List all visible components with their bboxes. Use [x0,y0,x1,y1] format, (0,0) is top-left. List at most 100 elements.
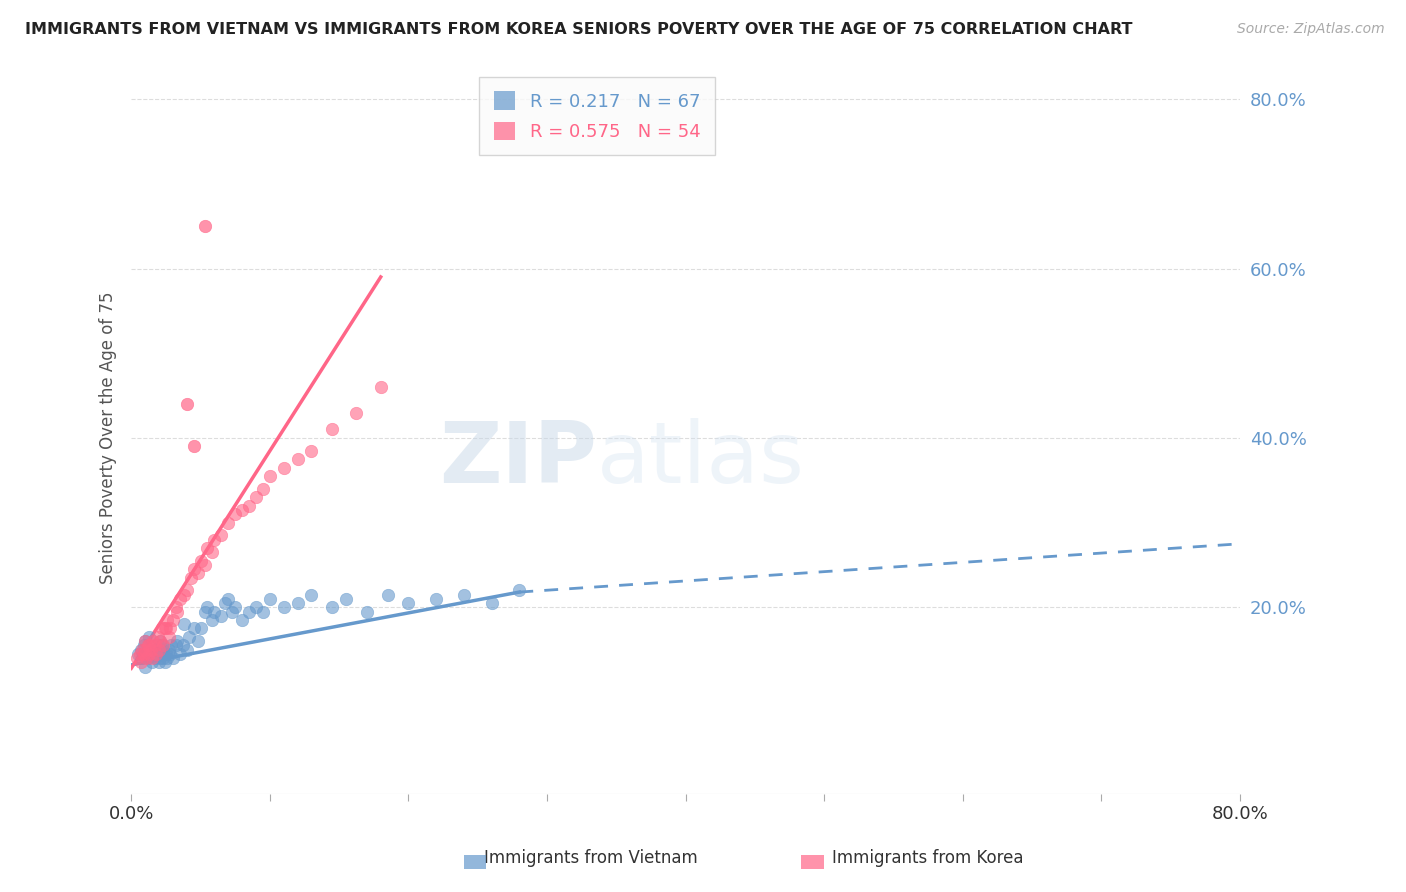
Point [299,443,322,458]
Point [190,622,212,636]
Point [321,422,343,436]
Point [139,642,162,657]
Point [287,452,309,467]
Point [179,630,201,644]
Point [190,554,212,568]
Point [183,439,205,453]
Point [128,647,150,661]
Point [166,605,188,619]
Point [187,634,209,648]
Point [148,642,170,657]
Point [172,639,194,653]
Point [166,634,188,648]
Point [143,651,166,665]
Point [155,647,177,661]
Point [273,600,295,615]
Text: ZIP: ZIP [439,417,598,500]
Point [217,516,239,530]
Point [245,490,267,504]
Point [273,460,295,475]
Point [183,562,205,576]
Point [135,651,157,665]
Point [197,600,219,615]
Point [201,545,224,559]
Point [173,588,195,602]
Point [156,651,179,665]
Point [131,651,153,665]
Point [335,591,357,606]
Point [194,219,217,234]
Point [180,571,202,585]
Point [136,639,159,653]
Point [160,639,183,653]
Point [149,634,172,648]
Point [149,634,172,648]
Point [135,647,157,661]
Point [129,656,152,670]
Point [245,600,267,615]
Point [425,591,447,606]
Point [143,639,166,653]
Point [155,622,177,636]
Point [145,647,167,661]
Point [150,639,173,653]
Point [152,642,174,657]
Point [138,639,160,653]
Point [398,596,420,610]
Point [221,605,243,619]
Point [187,566,209,581]
Point [259,591,281,606]
Point [377,588,399,602]
Point [152,651,174,665]
Point [142,642,165,657]
Point [132,647,155,661]
Point [138,647,160,661]
Point [138,642,160,657]
Point [169,647,191,661]
Text: IMMIGRANTS FROM VIETNAM VS IMMIGRANTS FROM KOREA SENIORS POVERTY OVER THE AGE OF: IMMIGRANTS FROM VIETNAM VS IMMIGRANTS FR… [25,22,1133,37]
Point [134,659,156,673]
Point [209,608,232,623]
Text: atlas: atlas [598,417,806,500]
Point [194,558,217,572]
Point [136,651,159,665]
Point [176,583,198,598]
Point [127,647,149,661]
Point [150,647,173,661]
Point [197,541,219,555]
Text: Immigrants from Korea: Immigrants from Korea [832,849,1024,867]
Point [162,651,184,665]
Point [201,613,224,627]
Point [259,469,281,483]
Point [176,397,198,411]
Point [202,605,225,619]
Point [370,380,392,394]
Point [453,588,475,602]
Point [131,642,153,657]
Legend: R = 0.217   N = 67, R = 0.575   N = 54: R = 0.217 N = 67, R = 0.575 N = 54 [479,77,714,155]
Point [145,642,167,657]
Point [231,613,253,627]
Point [344,405,367,419]
Point [217,591,239,606]
Point [214,596,236,610]
Point [139,647,162,661]
Point [157,642,180,657]
Point [252,605,274,619]
Point [148,656,170,670]
Point [134,642,156,657]
Point [224,600,246,615]
Point [183,622,205,636]
Point [238,605,260,619]
Point [173,617,195,632]
Point [153,656,176,670]
Point [142,634,165,648]
Point [231,503,253,517]
Point [209,528,232,542]
Y-axis label: Seniors Poverty Over the Age of 75: Seniors Poverty Over the Age of 75 [100,292,117,584]
Point [165,639,187,653]
Point [356,605,378,619]
Point [146,630,169,644]
Point [299,588,322,602]
Point [141,651,163,665]
